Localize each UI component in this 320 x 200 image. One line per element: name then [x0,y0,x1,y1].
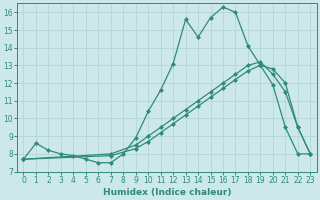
X-axis label: Humidex (Indice chaleur): Humidex (Indice chaleur) [103,188,231,197]
